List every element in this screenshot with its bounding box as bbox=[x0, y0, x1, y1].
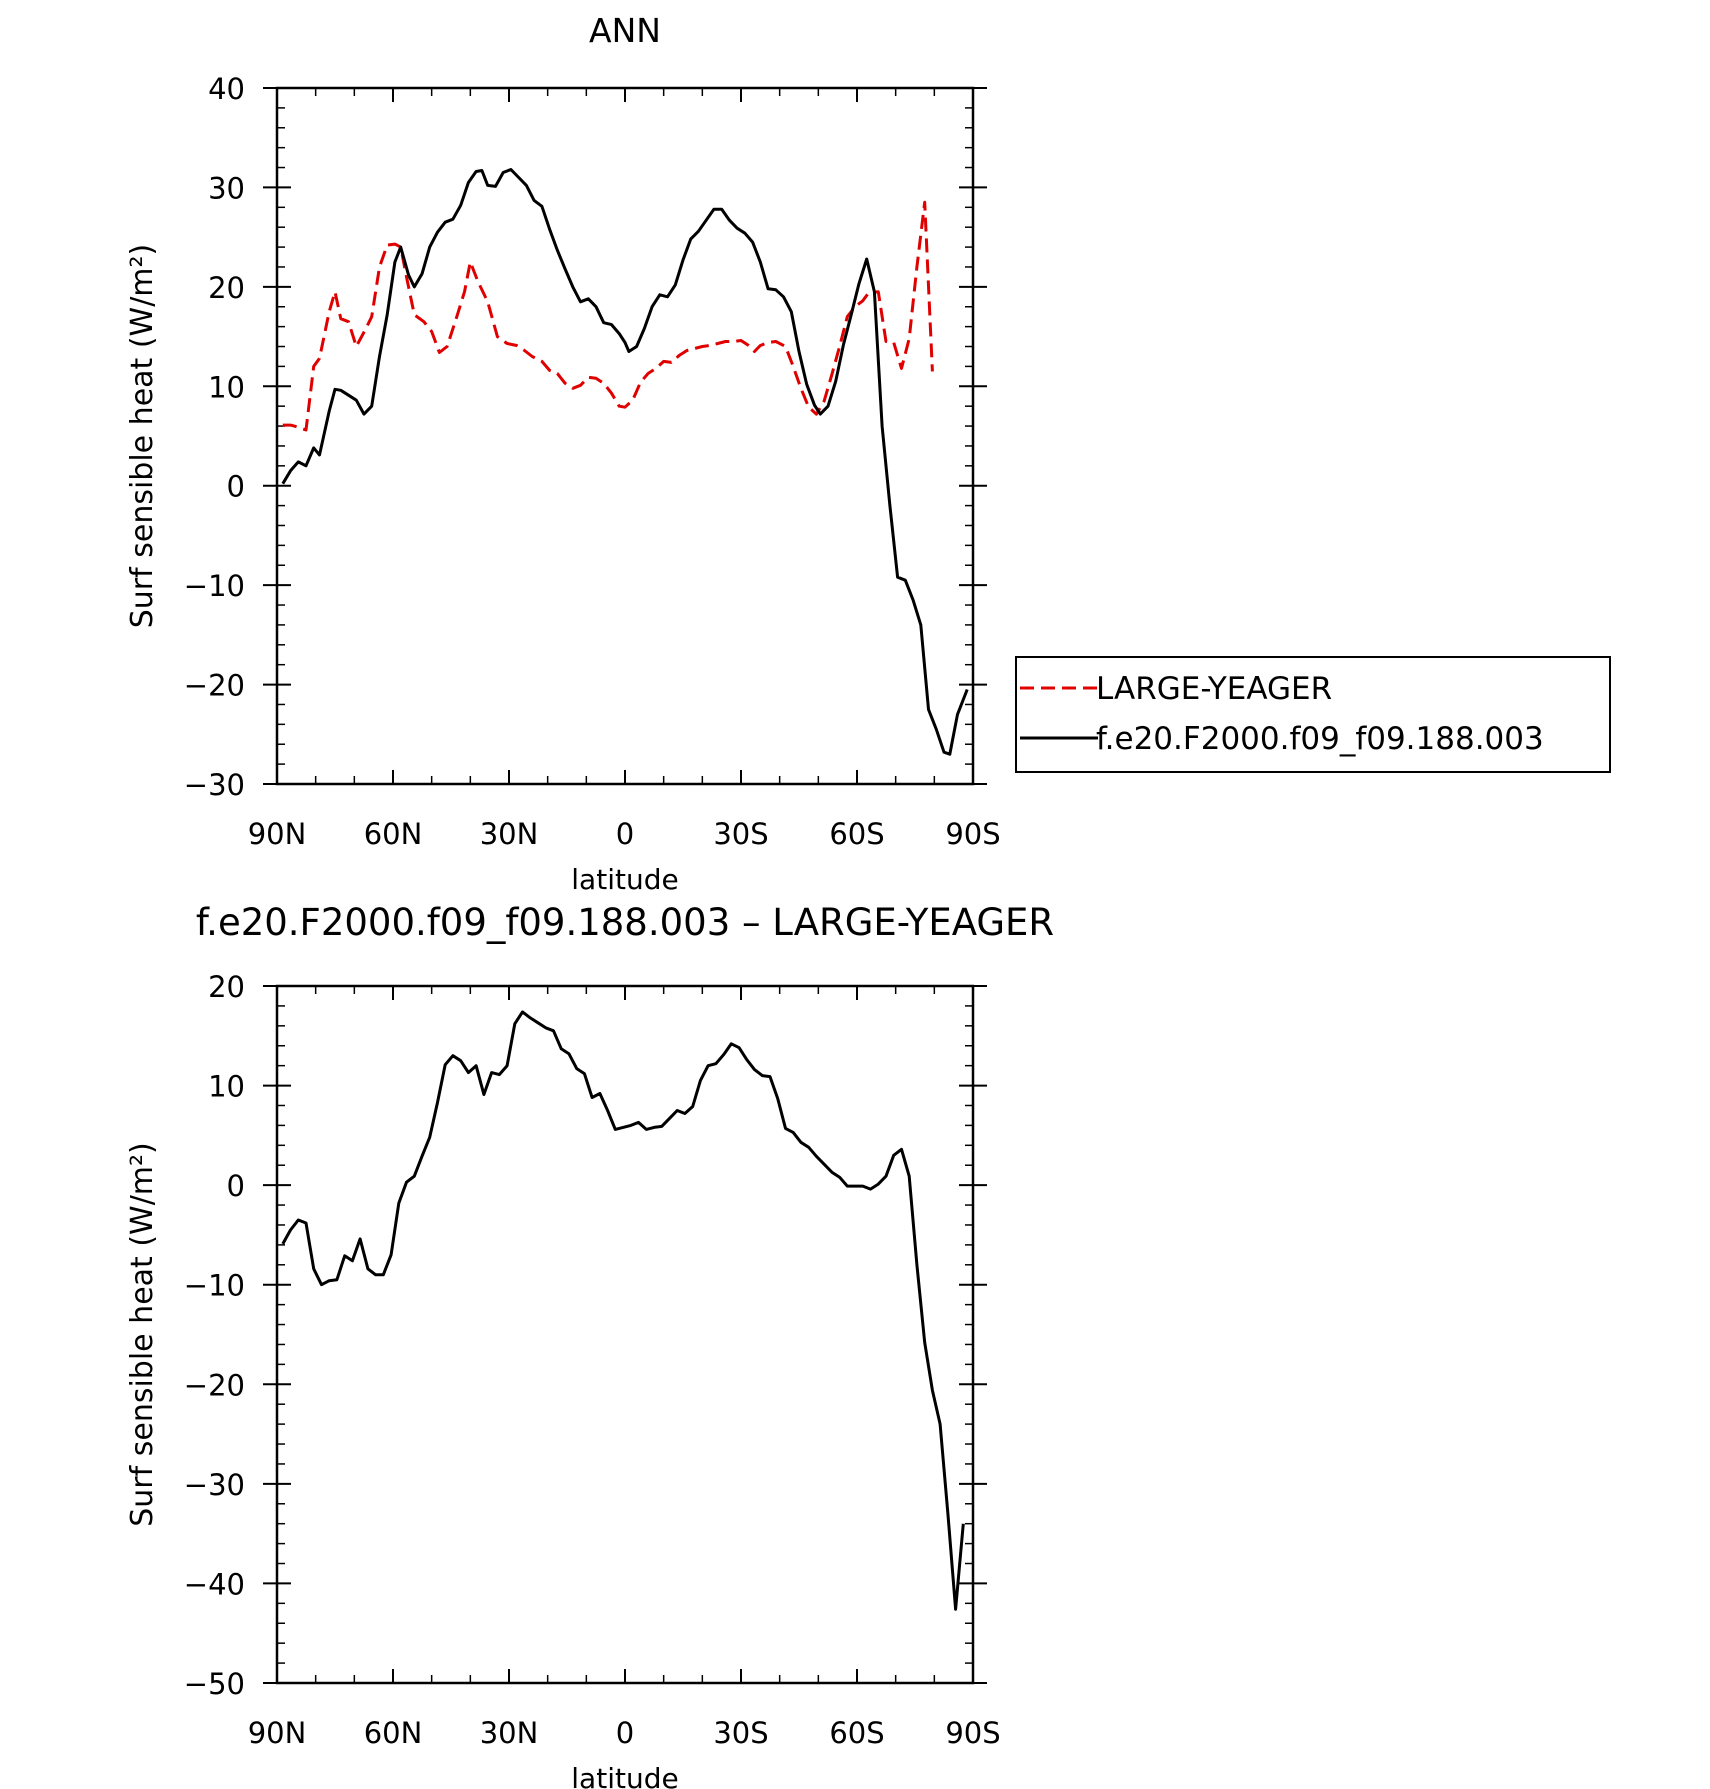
y-tick-label: 0 bbox=[227, 1169, 245, 1203]
x-tick-label: 90S bbox=[945, 817, 1000, 851]
series-line-difference bbox=[281, 1010, 965, 1611]
y-axis-label: Surf sensible heat (W/m²) bbox=[125, 1142, 160, 1527]
x-tick-label: 30S bbox=[713, 817, 768, 851]
y-tick-label: −30 bbox=[184, 768, 245, 802]
y-tick-label: −20 bbox=[184, 1368, 245, 1402]
y-tick-label: −40 bbox=[184, 1567, 245, 1601]
y-tick-label: −30 bbox=[184, 1468, 245, 1502]
legend: LARGE-YEAGER f.e20.F2000.f09_f09.188.003 bbox=[1015, 656, 1611, 773]
x-tick-label: 30N bbox=[480, 1716, 539, 1750]
series-line-f-e20-f2000-f09-f09-188-003 bbox=[281, 168, 969, 756]
plot-frame bbox=[275, 984, 975, 1685]
y-tick-label: 0 bbox=[227, 470, 245, 504]
y-tick-label: −10 bbox=[184, 1269, 245, 1303]
y-tick-label: 40 bbox=[208, 72, 245, 106]
y-tick-label: −20 bbox=[184, 669, 245, 703]
x-axis-label: latitude bbox=[571, 1762, 678, 1789]
legend-label: f.e20.F2000.f09_f09.188.003 bbox=[1096, 721, 1544, 757]
x-tick-label: 60N bbox=[364, 817, 423, 851]
x-tick-label: 90N bbox=[248, 817, 307, 851]
x-tick-label: 30N bbox=[480, 817, 539, 851]
y-tick-label: 10 bbox=[208, 370, 245, 404]
panel-2: 90N 60N 30N 0 30S 60S 90S −50 −40 −30 −20 −10 0 10 20 f… bbox=[125, 901, 1054, 1789]
x-axis-label: latitude bbox=[571, 863, 678, 896]
y-tick-label: 20 bbox=[208, 271, 245, 305]
legend-label: LARGE-YEAGER bbox=[1096, 671, 1332, 707]
y-tick-label: −10 bbox=[184, 569, 245, 603]
plot-frame bbox=[275, 86, 975, 786]
x-tick-label: 30S bbox=[713, 1716, 768, 1750]
y-tick-label: 20 bbox=[208, 970, 245, 1004]
chart-title: ANN bbox=[589, 11, 661, 50]
x-tick-label: 0 bbox=[616, 817, 634, 851]
legend-box bbox=[1015, 656, 1611, 773]
y-tick-label: −50 bbox=[184, 1667, 245, 1701]
panel-1: 90N 60N 30N 0 30S 60S 90S −30 −20 −10 0 10 20 30 40 ANN… bbox=[125, 11, 1611, 896]
x-tick-label: 60S bbox=[829, 817, 884, 851]
x-tick-label: 60S bbox=[829, 1716, 884, 1750]
x-tick-label: 90S bbox=[945, 1716, 1000, 1750]
chart-title: f.e20.F2000.f09_f09.188.003 – LARGE-YEAG… bbox=[196, 901, 1054, 944]
x-tick-label: 0 bbox=[616, 1716, 634, 1750]
y-tick-label: 10 bbox=[208, 1070, 245, 1104]
y-axis-label: Surf sensible heat (W/m²) bbox=[125, 244, 160, 629]
series-line-large-yeager bbox=[282, 200, 934, 432]
y-tick-label: 30 bbox=[208, 171, 245, 205]
x-tick-label: 90N bbox=[248, 1716, 307, 1750]
x-tick-label: 60N bbox=[364, 1716, 423, 1750]
